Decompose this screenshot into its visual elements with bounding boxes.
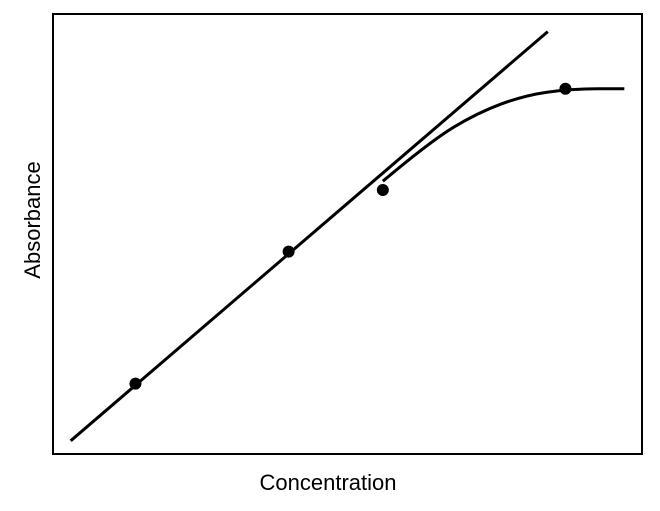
linear-fit-line [69, 30, 549, 442]
data-point-2 [282, 245, 295, 258]
y-axis-label: Absorbance [20, 161, 45, 278]
observed-curve [381, 87, 625, 183]
plot-frame [52, 13, 643, 455]
x-axis-label: Concentration [260, 470, 397, 495]
data-point-4 [559, 82, 572, 95]
series-layer [69, 30, 625, 442]
data-point-1 [129, 377, 142, 390]
data-point-3 [376, 184, 389, 196]
